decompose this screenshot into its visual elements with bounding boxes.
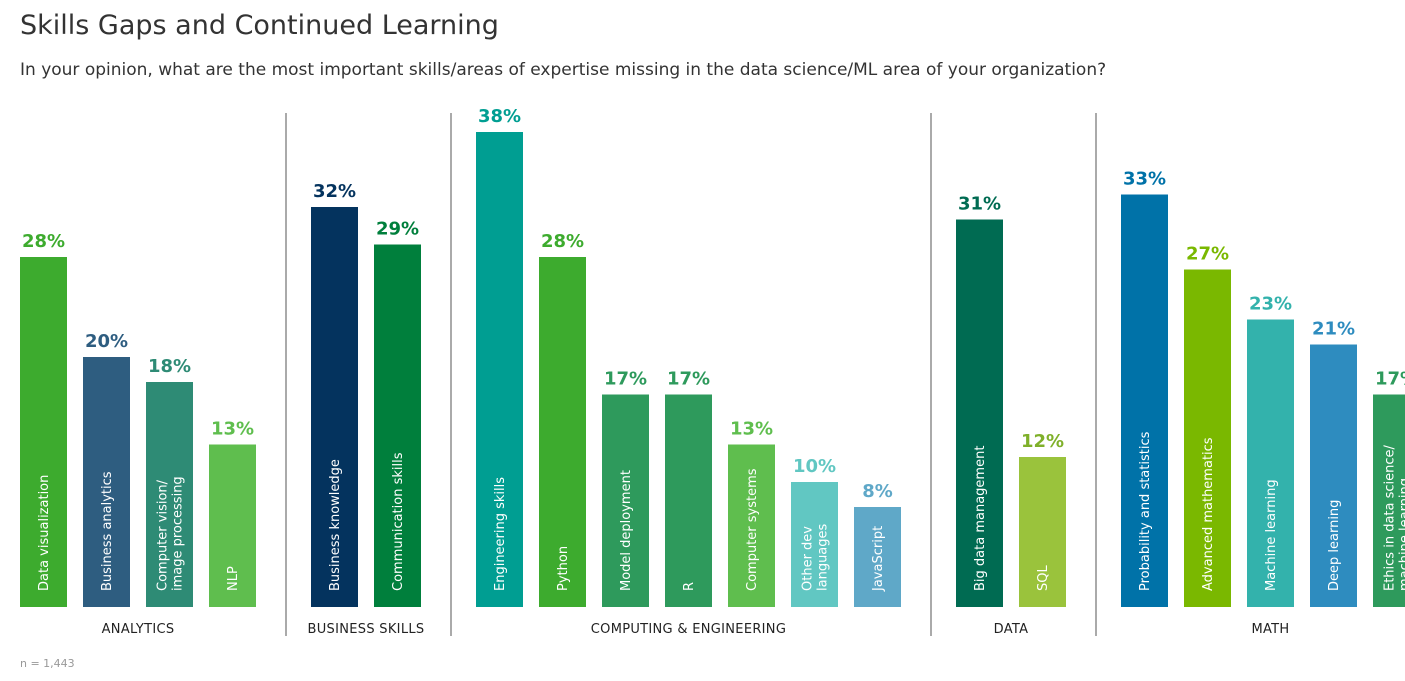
category-label-engineering-skills: Engineering skills: [493, 477, 508, 591]
bar-machine-learning: [1247, 319, 1294, 607]
value-label-r: 17%: [667, 369, 710, 390]
value-label-python: 28%: [541, 231, 584, 252]
value-label-probability-and-statistics: 33%: [1123, 169, 1166, 190]
value-label-engineering-skills: 38%: [478, 106, 521, 127]
category-label-business-analytics: Business analytics: [100, 471, 115, 591]
bar-other-dev-languages: [791, 482, 838, 607]
chart-subtitle: In your opinion, what are the most impor…: [20, 60, 1107, 80]
group-label-math: MATH: [1251, 622, 1289, 637]
bar-business-knowledge: [311, 207, 358, 607]
value-label-business-analytics: 20%: [85, 331, 128, 352]
category-label-sql: SQL: [1036, 565, 1051, 591]
bar-javascript: [854, 507, 901, 607]
category-label-business-knowledge: Business knowledge: [328, 459, 343, 591]
category-label-machine-learning: Machine learning: [1264, 479, 1279, 591]
bar-probability-and-statistics: [1121, 194, 1168, 607]
bar-ethics-in-data-science-machine-learning: [1373, 394, 1405, 607]
value-label-computer-vision-image-processing: 18%: [148, 356, 191, 377]
bar-r: [665, 394, 712, 607]
bar-deep-learning: [1310, 344, 1357, 607]
category-label-nlp: NLP: [226, 566, 241, 591]
group-label-computing-engineering: COMPUTING & ENGINEERING: [591, 622, 786, 637]
category-label-big-data-management: Big data management: [973, 446, 988, 591]
value-label-business-knowledge: 32%: [313, 181, 356, 202]
value-label-advanced-mathematics: 27%: [1186, 244, 1229, 265]
bar-advanced-mathematics: [1184, 269, 1231, 607]
category-label-javascript: JavaScript: [871, 526, 886, 592]
value-label-sql: 12%: [1021, 431, 1064, 452]
category-label-advanced-mathematics: Advanced mathematics: [1201, 437, 1216, 591]
bar-model-deployment: [602, 394, 649, 607]
category-label-computer-systems: Computer systems: [745, 468, 760, 591]
category-label-deep-learning: Deep learning: [1327, 500, 1342, 591]
bar-big-data-management: [956, 219, 1003, 607]
value-label-computer-systems: 13%: [730, 419, 773, 440]
bar-data-visualization: [20, 257, 67, 607]
sample-size-note: n = 1,443: [20, 657, 75, 670]
bar-engineering-skills: [476, 132, 523, 607]
chart-title: Skills Gaps and Continued Learning: [20, 10, 499, 41]
value-label-machine-learning: 23%: [1249, 294, 1292, 315]
value-label-deep-learning: 21%: [1312, 319, 1355, 340]
category-label-ethics-in-data-science-machine-learning: Ethics in data science/machine learning: [1383, 444, 1405, 591]
value-label-model-deployment: 17%: [604, 369, 647, 390]
value-label-other-dev-languages: 10%: [793, 456, 836, 477]
bar-business-analytics: [83, 357, 130, 607]
value-label-data-visualization: 28%: [22, 231, 65, 252]
bar-computer-systems: [728, 444, 775, 607]
value-label-nlp: 13%: [211, 419, 254, 440]
group-label-analytics: ANALYTICS: [102, 622, 175, 637]
group-label-business-skills: BUSINESS SKILLS: [308, 622, 425, 637]
category-label-other-dev-languages: Other devlanguages: [801, 523, 831, 591]
category-label-data-visualization: Data visualization: [37, 475, 52, 591]
group-label-data: DATA: [994, 622, 1029, 637]
value-label-javascript: 8%: [862, 481, 893, 502]
bar-nlp: [209, 444, 256, 607]
bar-python: [539, 257, 586, 607]
category-label-computer-vision-image-processing: Computer vision/image processing: [156, 476, 186, 591]
value-label-big-data-management: 31%: [958, 194, 1001, 215]
value-label-ethics-in-data-science-machine-learning: 17%: [1375, 369, 1405, 390]
category-label-probability-and-statistics: Probability and statistics: [1138, 431, 1153, 591]
bar-computer-vision-image-processing: [146, 382, 193, 607]
category-label-communication-skills: Communication skills: [391, 452, 406, 591]
value-label-communication-skills: 29%: [376, 219, 419, 240]
category-label-python: Python: [556, 546, 571, 591]
bar-communication-skills: [374, 244, 421, 607]
category-label-r: R: [682, 582, 697, 591]
bar-sql: [1019, 457, 1066, 607]
category-label-model-deployment: Model deployment: [619, 470, 634, 591]
